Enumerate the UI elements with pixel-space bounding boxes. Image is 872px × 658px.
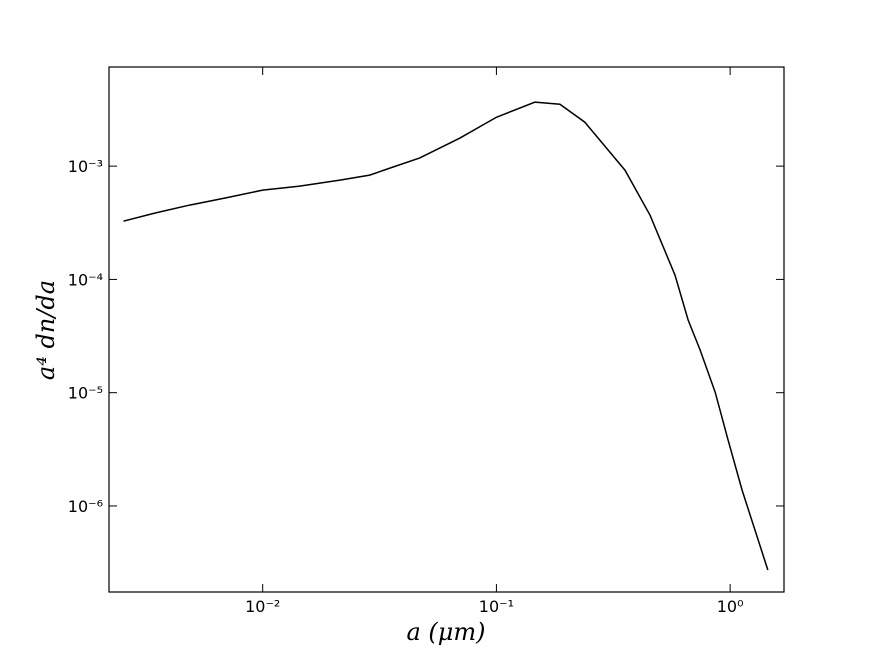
x-tick-label: 10⁰ bbox=[717, 597, 744, 616]
y-tick-label: 10⁻⁴ bbox=[68, 270, 103, 289]
data-line bbox=[123, 101, 769, 571]
y-axis-label: a⁴ dn/da bbox=[32, 280, 60, 380]
y-tick-label: 10⁻⁶ bbox=[68, 497, 103, 516]
y-tick-label: 10⁻³ bbox=[68, 157, 103, 176]
plot-frame bbox=[108, 66, 785, 593]
x-tick-label: 10⁻² bbox=[245, 597, 280, 616]
x-axis-label: a (μm) bbox=[406, 618, 485, 646]
y-tick-label: 10⁻⁵ bbox=[68, 384, 103, 403]
x-tick-label: 10⁻¹ bbox=[479, 597, 514, 616]
